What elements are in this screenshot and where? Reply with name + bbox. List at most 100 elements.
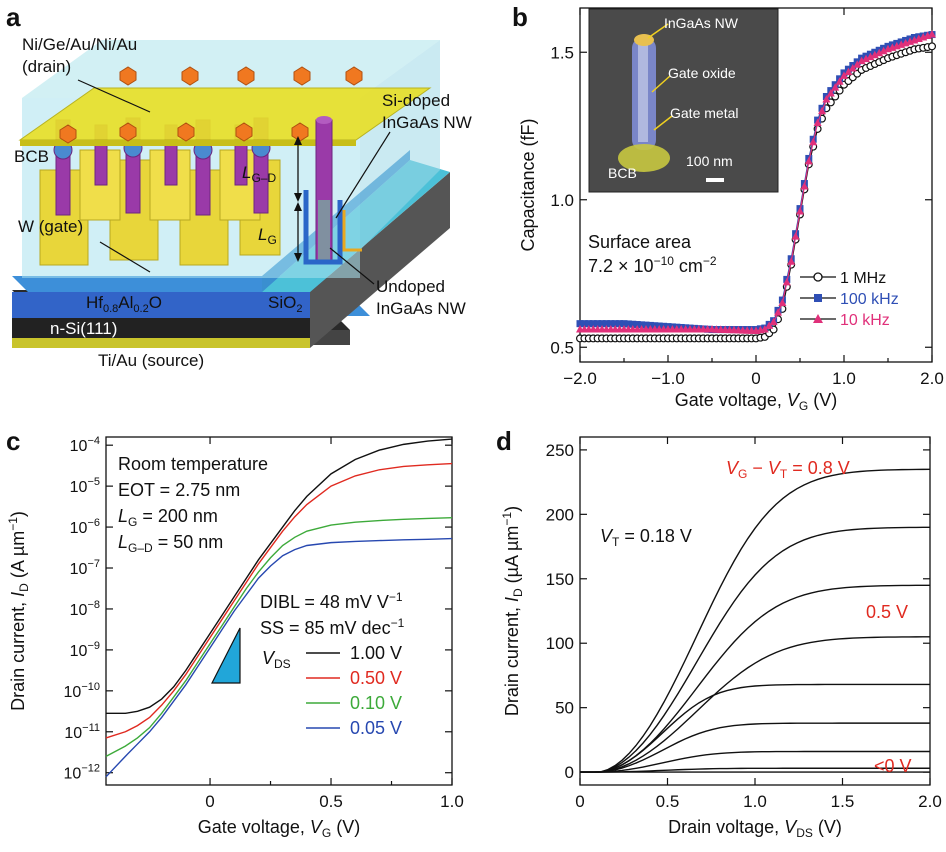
data-point	[616, 320, 624, 328]
output-curve-3	[580, 722, 930, 773]
legend-label: 10 kHz	[840, 312, 890, 329]
annotation-dibl: DIBL = 48 mV V−1	[260, 590, 403, 612]
label-undoped-2: InGaAs NW	[376, 299, 466, 318]
x-tick-label: 1.0	[440, 792, 464, 811]
data-point	[927, 42, 936, 51]
panel-label-d: d	[496, 426, 512, 456]
cutaway-nanowire-top	[316, 116, 332, 124]
legend-marker	[813, 272, 823, 282]
panel-label-a: a	[6, 2, 21, 32]
label-si-doped-1: Si-doped	[382, 91, 450, 110]
data-point	[928, 30, 936, 38]
y-tick-label: 10−6	[70, 517, 100, 537]
data-point	[813, 118, 822, 127]
hfalo-front	[12, 292, 310, 318]
data-point	[822, 94, 831, 103]
data-point	[857, 56, 866, 65]
data-point	[840, 71, 848, 79]
x-tick-label: −2.0	[563, 369, 597, 388]
data-point	[607, 320, 615, 328]
data-point	[818, 106, 826, 115]
undoped-segment	[318, 200, 330, 260]
output-curve-1	[580, 767, 930, 773]
series-line-2	[105, 516, 453, 757]
label-source: Ti/Au (source)	[98, 351, 204, 370]
data-point	[629, 320, 637, 328]
annotation-eot: EOT = 2.75 nm	[118, 480, 240, 500]
panel-a: a	[6, 2, 472, 370]
data-point	[769, 317, 778, 326]
x-tick-label: 1.5	[831, 792, 855, 811]
y-tick-label: 0.5	[550, 338, 574, 357]
data-point	[638, 321, 646, 329]
drain-plate-edge	[20, 140, 356, 146]
source-front	[12, 338, 310, 348]
annotation-lg: LG = 200 nm	[118, 506, 218, 529]
y-tick-label: 250	[546, 441, 574, 460]
data-point	[594, 320, 602, 328]
data-point	[862, 54, 870, 63]
ss-triangle	[211, 627, 241, 684]
y-tick-label: 200	[546, 505, 574, 524]
label-hfalo: Hf0.8Al0.2O	[86, 293, 162, 315]
annotation-bottom-curve: <0 V	[874, 756, 912, 776]
label-nsi: n-Si(111)	[50, 319, 117, 338]
y-tick-label: 1.0	[550, 191, 574, 210]
data-point	[879, 46, 888, 55]
y-tick-label: 150	[546, 570, 574, 589]
annotation-top-curve: VG − VT = 0.8 V	[726, 458, 850, 481]
data-point	[580, 320, 588, 328]
y-tick-label: 10−5	[70, 476, 100, 496]
annotation-surface-value: 7.2 × 10−10 cm−2	[588, 254, 717, 276]
data-point	[774, 308, 782, 316]
sem-label-oxide: Gate oxide	[668, 65, 736, 81]
data-point	[866, 52, 875, 61]
x-tick-label: 1.0	[743, 792, 767, 811]
data-point	[585, 320, 593, 328]
data-point	[602, 320, 610, 328]
undoped-leader	[329, 247, 375, 285]
panel-c: c 0 0.5 1.0 10−12 10−11 10−10 10−9 10−8 10−7 10−6…	[6, 426, 464, 840]
data-point	[875, 48, 884, 57]
x-tick-label: 0.5	[319, 792, 343, 811]
legend-label: 100 kHz	[840, 291, 899, 308]
label-undoped-1: Undoped	[376, 277, 445, 296]
sem-label-nw: InGaAs NW	[664, 15, 739, 31]
data-point	[760, 325, 769, 333]
chart-c-frame	[105, 436, 453, 786]
data-point	[589, 320, 597, 328]
x-tick-label: 0	[575, 792, 584, 811]
data-point	[787, 257, 796, 265]
data-point	[796, 207, 804, 215]
legend-label: 1.00 V	[350, 643, 402, 663]
drain-leader	[77, 79, 151, 113]
y-tick-label: 10−10	[64, 681, 100, 701]
sem-leader-nw	[647, 23, 669, 39]
sem-inset: InGaAs NW Gate oxide Gate metal BCB 100 …	[588, 8, 779, 193]
y-tick-label: 1.5	[550, 43, 574, 62]
series-line-3	[105, 537, 453, 778]
data-point	[826, 89, 835, 97]
output-curve-6	[580, 584, 931, 773]
data-point	[791, 232, 800, 240]
annotation-ss: SS = 85 mV dec−1	[260, 616, 405, 638]
panel-d: d 0 0.5 1.0 1.5 2.0 0 50 100 150 200 250 Drain volt…	[496, 426, 942, 840]
y-tick-label: 10−9	[70, 640, 100, 660]
x-tick-label: 0.5	[656, 792, 680, 811]
y-tick-label: 10−7	[70, 558, 100, 578]
data-point	[765, 321, 774, 329]
x-axis-label: Gate voltage, VG (V)	[198, 817, 360, 840]
data-point	[778, 298, 787, 306]
gate-metal-cutaway	[342, 210, 362, 252]
chart-d: 0 0.5 1.0 1.5 2.0 0 50 100 150 200 250 Drain voltag…	[500, 436, 942, 840]
x-tick-label: 1.0	[832, 369, 856, 388]
x-tick-label: 0	[205, 792, 214, 811]
x-tick-label: −1.0	[651, 369, 685, 388]
x-tick-label: 2.0	[920, 369, 944, 388]
x-tick-label: 2.0	[918, 792, 942, 811]
label-bcb: BCB	[14, 147, 49, 166]
y-axis-label: Capacitance (fF)	[518, 118, 538, 251]
data-point	[611, 320, 619, 328]
legend-label: 0.05 V	[350, 718, 402, 738]
drain-contacts	[59, 66, 363, 144]
